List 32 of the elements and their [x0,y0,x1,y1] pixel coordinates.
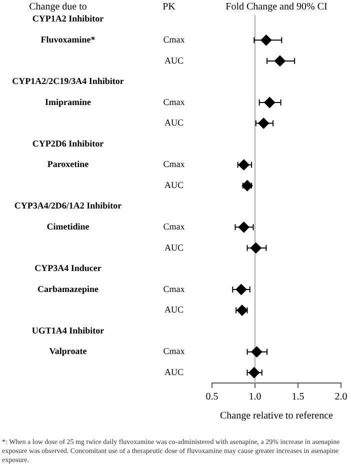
y-tick-label: Cmax [163,346,186,356]
y-tick-label: Cmax [163,159,186,170]
y-tick-label: Cmax [163,222,186,232]
text: Paroxetine [47,159,89,170]
y-tick-label: AUC [164,180,184,190]
text: Imipramine [45,96,92,107]
y-tick-label: Cmax [163,96,186,107]
x-tick-label: 2.0 [334,392,348,403]
x-axis-title: Change relative to reference [220,410,334,422]
text: Fluvoxamine* [40,34,96,44]
y-tick-label: AUC [164,304,184,315]
text: Change due to [29,2,87,13]
text: Valproate [49,346,87,356]
text: Carbamazepine [38,284,98,294]
y-tick-label: AUC [164,366,184,377]
text: CYP1A2/2C19/3A4 Inhibitor [12,76,124,86]
x-tick-label: 1.0 [248,392,262,403]
text: PK [162,2,176,13]
y-tick-label: AUC [164,242,184,252]
text: CYP2D6 Inhibitor [32,138,104,148]
text: CYP1A2 Inhibitor [32,14,104,24]
text: Cimetidine [46,221,90,232]
text: UGT1A4 Inhibitor [32,325,104,336]
y-tick-label: Cmax [163,284,186,294]
x-tick-label: 1.5 [292,392,304,403]
y-tick-label: Cmax [163,34,186,45]
y-tick-label: AUC [164,55,184,66]
y-tick-label: AUC [164,118,184,128]
text: CYP3A4 Inducer [34,263,102,274]
text: CYP3A4/2D6/1A2 Inhibitor [14,200,122,211]
x-tick-label: 0.5 [206,392,218,403]
chart-title: Fold Change and 90% CI [226,2,328,13]
